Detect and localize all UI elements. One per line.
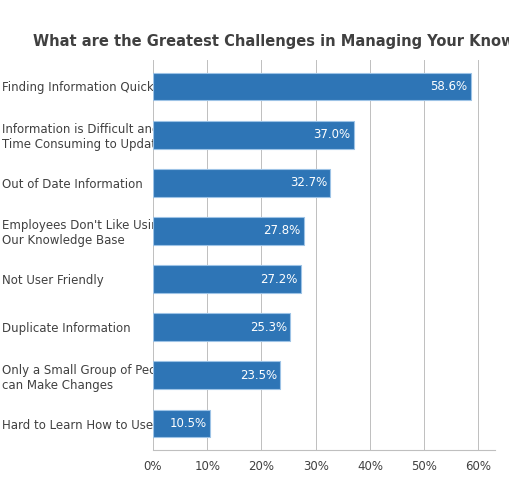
Bar — [153, 410, 210, 438]
Text: 25.3%: 25.3% — [249, 320, 287, 334]
Title: What are the Greatest Challenges in Managing Your Knowledge Base?: What are the Greatest Challenges in Mana… — [33, 34, 509, 49]
Text: 23.5%: 23.5% — [240, 369, 277, 382]
Text: 27.8%: 27.8% — [263, 224, 300, 237]
Bar — [153, 217, 303, 245]
Bar — [153, 72, 470, 101]
Text: 37.0%: 37.0% — [313, 128, 350, 141]
Bar — [153, 314, 290, 341]
Bar — [153, 120, 353, 148]
Text: 32.7%: 32.7% — [289, 176, 326, 190]
Bar — [153, 169, 330, 196]
Text: 27.2%: 27.2% — [260, 272, 297, 285]
Text: 58.6%: 58.6% — [430, 80, 467, 93]
Bar — [153, 362, 280, 390]
Text: 10.5%: 10.5% — [169, 417, 206, 430]
Bar — [153, 265, 300, 293]
